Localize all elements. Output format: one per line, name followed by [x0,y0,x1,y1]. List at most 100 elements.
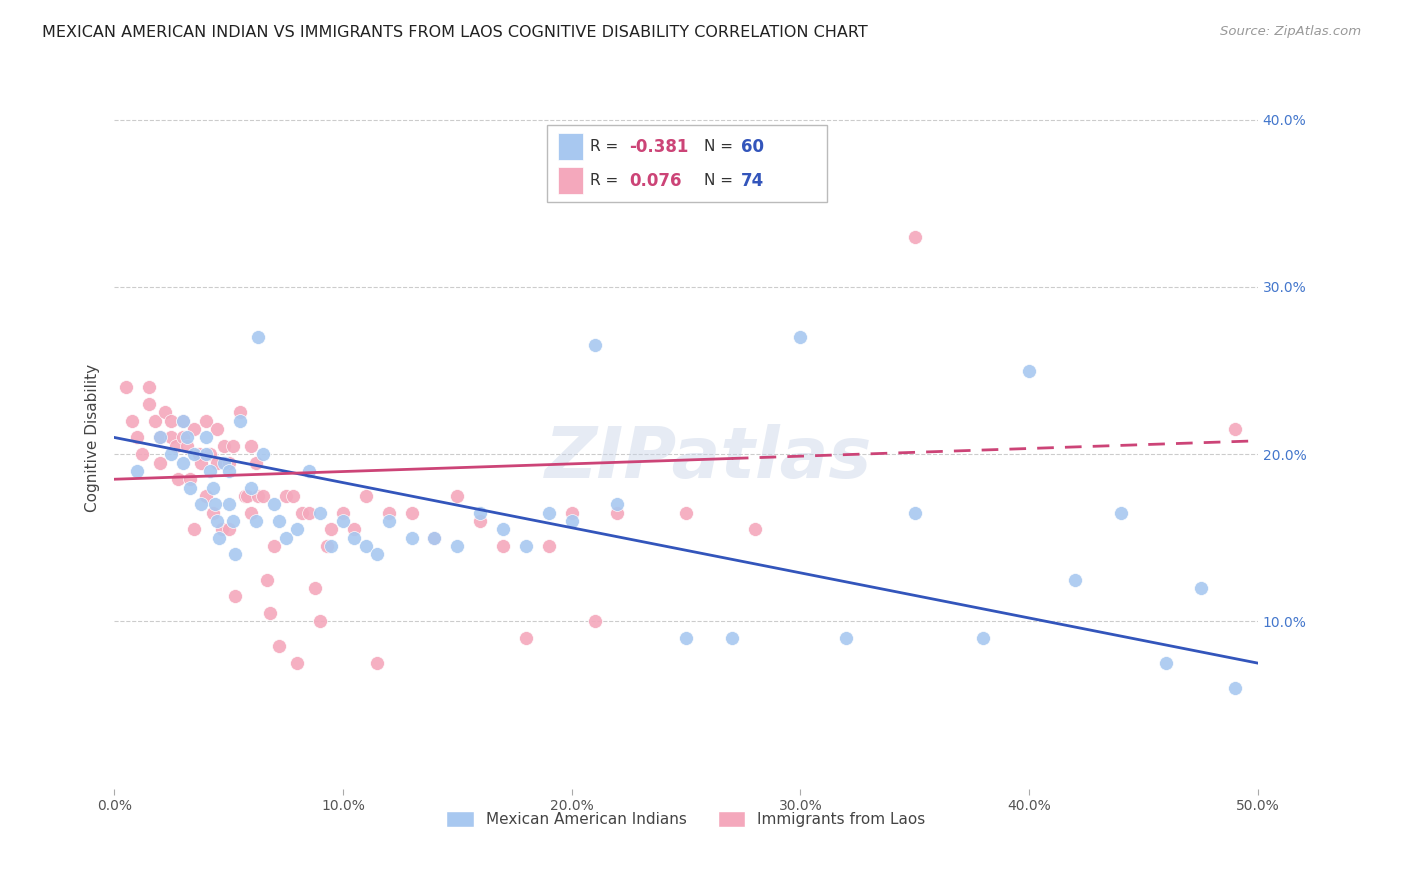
Text: -0.381: -0.381 [628,137,688,155]
Text: 60: 60 [741,137,763,155]
Point [176,439,198,453]
Point [304,581,326,595]
Point [309,506,332,520]
Point [332,514,354,528]
Point [343,522,366,536]
Point [167,472,190,486]
Point [224,548,246,562]
Text: 0.076: 0.076 [628,171,682,190]
Text: 74: 74 [741,171,765,190]
Point [233,489,256,503]
Point [183,447,205,461]
Point [1223,681,1246,696]
Point [247,330,270,344]
Point [321,522,343,536]
Point [172,414,194,428]
Point [183,522,205,536]
Point [252,447,274,461]
Text: ZIPatlas: ZIPatlas [546,424,873,493]
Point [240,506,263,520]
Point [263,539,285,553]
Point [187,447,209,461]
Point [200,464,222,478]
Point [1223,422,1246,436]
Point [205,422,228,436]
Point [675,506,697,520]
Point [218,497,240,511]
Point [190,497,212,511]
Point [285,522,308,536]
Point [240,439,263,453]
Point [1189,581,1212,595]
Point [904,229,927,244]
Point [256,573,278,587]
Point [194,447,217,461]
Point [354,489,377,503]
Text: N =: N = [704,173,738,188]
Point [583,615,606,629]
Point [675,631,697,645]
Point [366,548,388,562]
Point [537,539,560,553]
Point [309,615,332,629]
Point [222,514,245,528]
Text: R =: R = [591,173,623,188]
Point [298,506,321,520]
Point [263,497,285,511]
Point [366,656,388,670]
Text: MEXICAN AMERICAN INDIAN VS IMMIGRANTS FROM LAOS COGNITIVE DISABILITY CORRELATION: MEXICAN AMERICAN INDIAN VS IMMIGRANTS FR… [42,25,868,40]
Legend: Mexican American Indians, Immigrants from Laos: Mexican American Indians, Immigrants fro… [440,805,932,833]
Point [1018,363,1040,377]
Point [245,514,267,528]
Point [194,414,217,428]
Point [179,481,201,495]
Point [298,464,321,478]
Point [172,456,194,470]
Point [160,414,183,428]
Point [121,414,143,428]
Point [1109,506,1132,520]
Point [218,464,240,478]
Point [153,405,176,419]
Point [904,506,927,520]
Point [160,447,183,461]
Point [245,456,267,470]
Point [321,539,343,553]
Point [190,456,212,470]
Point [537,506,560,520]
Point [183,422,205,436]
Text: R =: R = [591,139,623,154]
Point [222,439,245,453]
Point [236,489,259,503]
Point [240,481,263,495]
Point [401,531,423,545]
Point [149,430,172,444]
Point [972,631,994,645]
FancyBboxPatch shape [547,125,827,202]
Point [211,522,233,536]
Point [267,514,290,528]
Point [423,531,446,545]
Point [224,589,246,603]
Point [212,456,235,470]
Point [744,522,766,536]
Point [143,414,166,428]
Point [138,380,160,394]
Point [149,456,172,470]
Point [125,464,148,478]
Point [114,380,136,394]
Point [515,631,537,645]
Y-axis label: Cognitive Disability: Cognitive Disability [86,363,100,511]
Point [492,539,515,553]
Point [208,531,231,545]
Point [492,522,515,536]
Point [281,489,304,503]
Point [606,497,628,511]
Point [138,397,160,411]
Text: N =: N = [704,139,738,154]
Point [561,514,583,528]
Point [377,514,399,528]
Point [316,539,339,553]
Point [229,414,252,428]
Point [205,456,228,470]
